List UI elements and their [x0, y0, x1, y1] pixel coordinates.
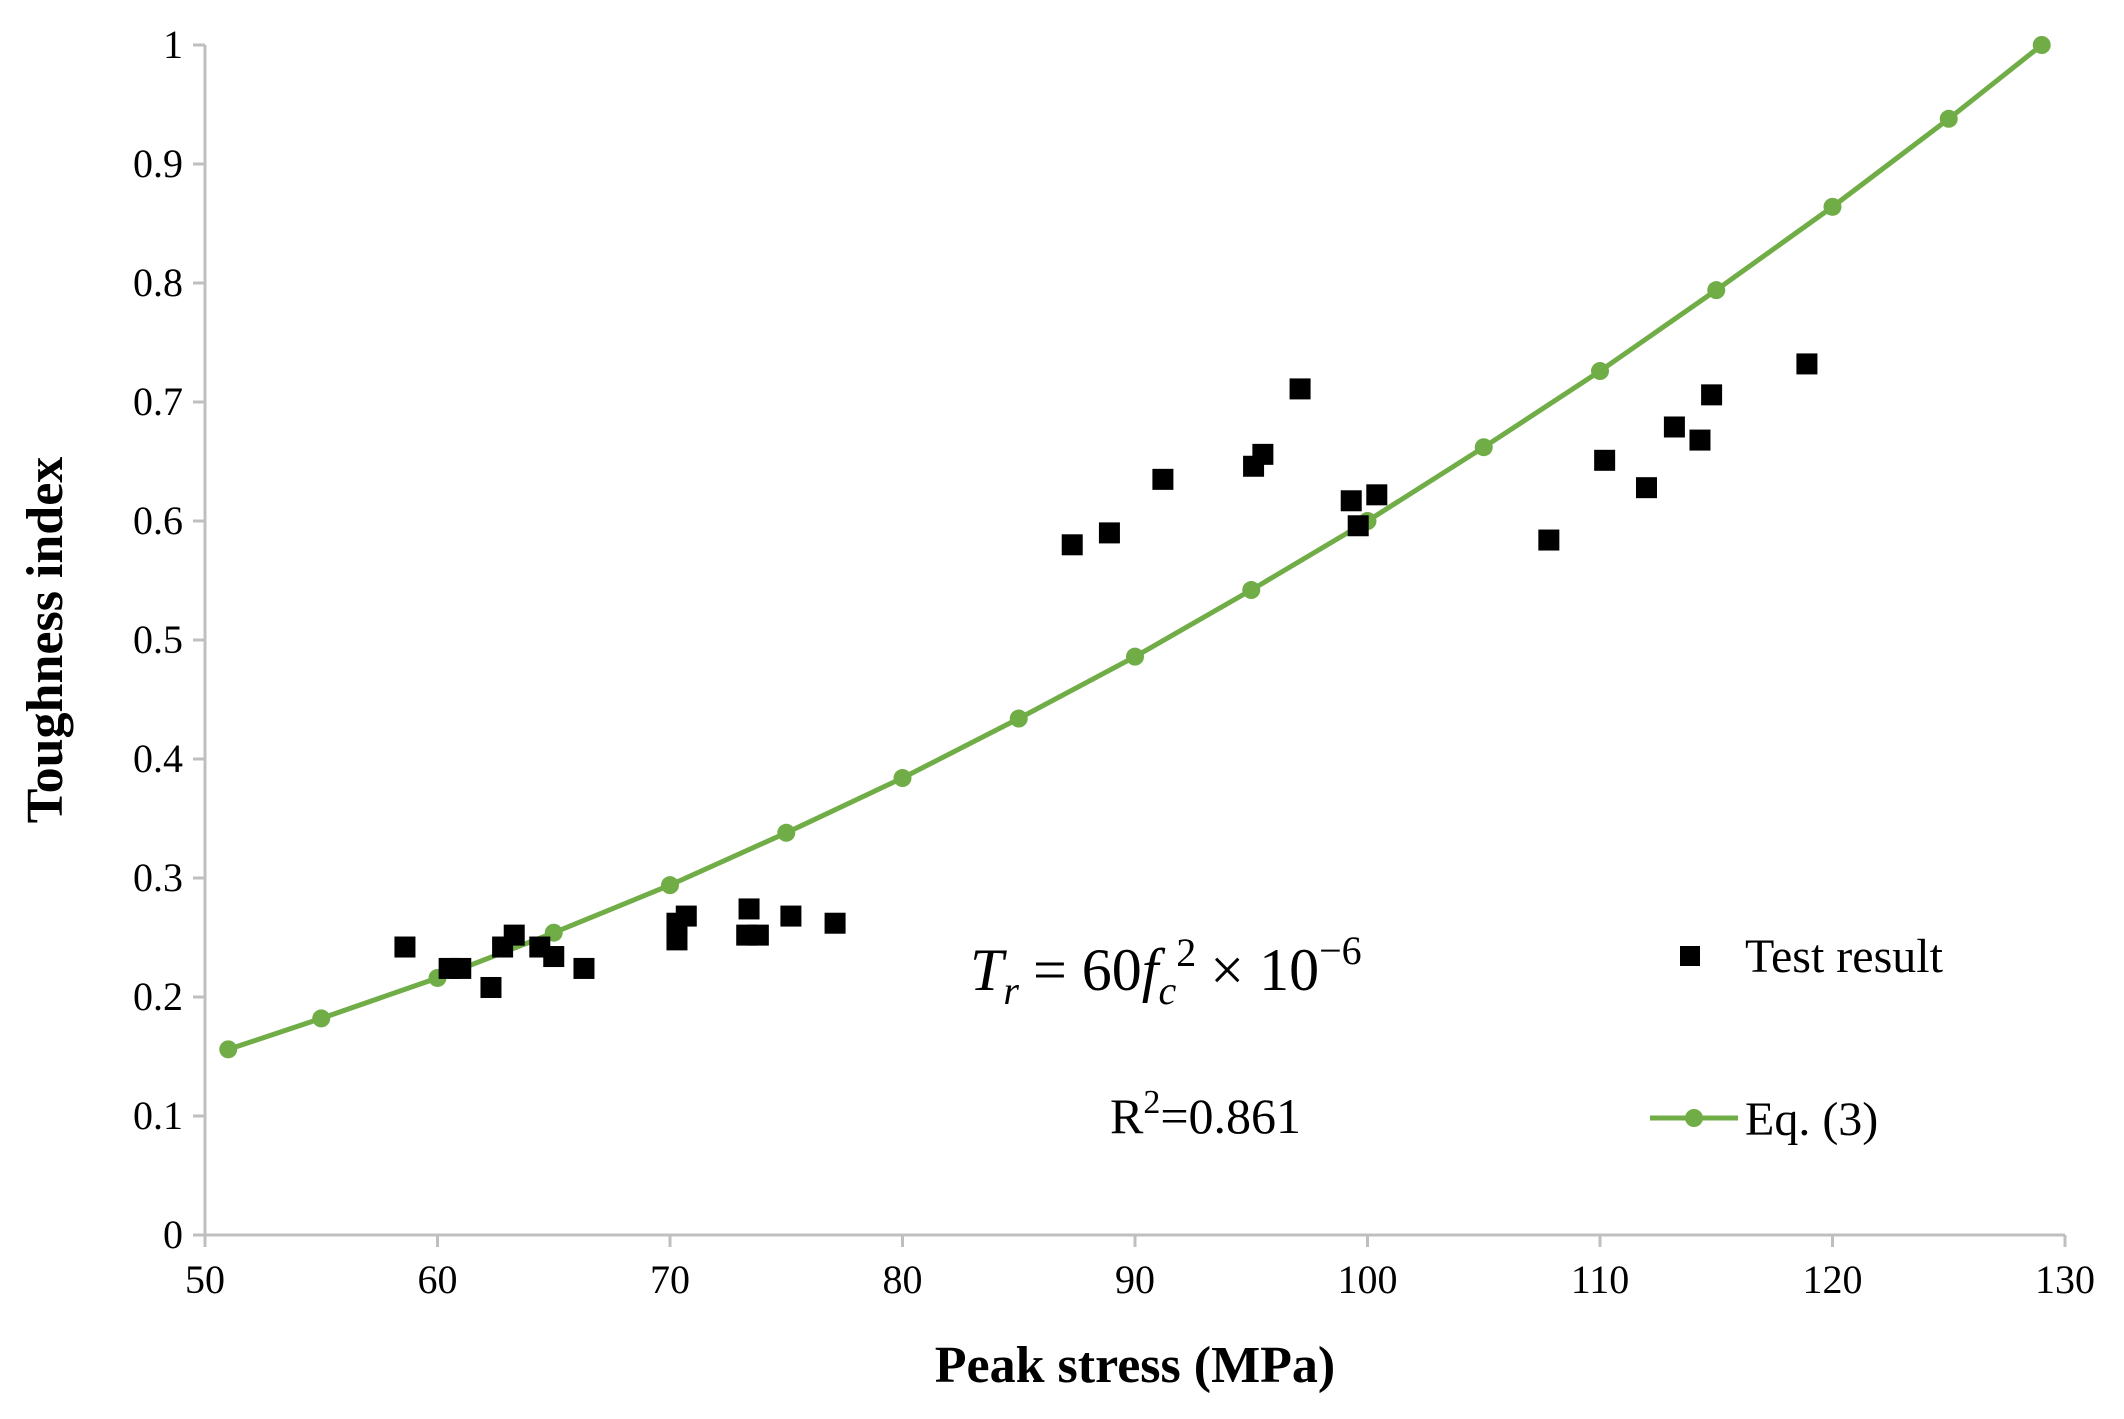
y-tick-label: 0.2: [133, 974, 183, 1019]
test-result-point: [394, 936, 416, 958]
x-tick-label: 50: [185, 1257, 225, 1302]
eq3-point: [219, 1040, 238, 1059]
test-result-point: [780, 905, 802, 927]
test-result-point: [1796, 353, 1818, 375]
test-result-point: [450, 957, 472, 979]
test-result-point: [1689, 429, 1711, 451]
y-axis-ticks: 0 0.1 0.2 0.3 0.4 0.5 0.6 0.7 0.8 0.9 1: [133, 22, 205, 1257]
eq3-point: [1242, 581, 1261, 600]
r-squared-annotation: R2=0.861: [1110, 1084, 1301, 1144]
y-tick-label: 0.7: [133, 379, 183, 424]
x-tick-label: 120: [1803, 1257, 1863, 1302]
test-result-point: [1636, 477, 1657, 499]
test-result-point: [1594, 449, 1616, 471]
plot-area: 0 0.1 0.2 0.3 0.4 0.5 0.6 0.7 0.8 0.9 1 50 60 70 80 90…: [133, 22, 2095, 1302]
eq3-point: [893, 769, 912, 788]
test-result-point: [675, 905, 697, 927]
eq3-point: [312, 1009, 331, 1028]
eq3-point: [661, 876, 679, 895]
x-tick-label: 90: [1115, 1257, 1155, 1302]
y-tick-label: 0.6: [133, 498, 183, 543]
y-tick-label: 0.4: [133, 736, 183, 781]
test-result-series: [394, 353, 1818, 998]
legend-circle-marker: [1685, 1109, 1703, 1127]
test-result-point: [1252, 443, 1274, 465]
x-tick-label: 60: [418, 1257, 458, 1302]
y-tick-label: 0: [163, 1212, 183, 1257]
x-tick-label: 100: [1338, 1257, 1398, 1302]
test-result-point: [1701, 384, 1723, 406]
equation-annotation: Tr = 60fc2 × 10−6: [970, 928, 1362, 1013]
test-result-point: [1061, 534, 1083, 556]
y-axis-title: Toughness index: [17, 457, 74, 824]
test-result-point: [1663, 416, 1685, 438]
y-tick-label: 1: [163, 22, 183, 67]
x-tick-label: 80: [883, 1257, 923, 1302]
test-result-point: [480, 976, 502, 998]
eq3-point: [1939, 109, 1958, 128]
svg-text:Tr= 60fc2× 10−6: Tr = 60fc2 × 10−6: [970, 928, 1362, 1013]
x-tick-label: 70: [650, 1257, 690, 1302]
y-tick-label: 0.9: [133, 141, 183, 186]
eq3-line: [227, 43, 2044, 1052]
legend-item-test-result: Test result: [1680, 930, 1944, 983]
test-result-point: [738, 898, 760, 920]
test-result-point: [747, 924, 769, 946]
x-axis-ticks: 50 60 70 80 90 100 110 120 130: [185, 1235, 2095, 1302]
x-tick-label: 130: [2035, 1257, 2095, 1302]
eq3-point: [777, 823, 796, 842]
eq3-series: [219, 36, 2051, 1059]
test-result-point: [1366, 484, 1388, 506]
eq3-point: [1707, 281, 1726, 300]
legend-label-test-result: Test result: [1745, 930, 1944, 983]
y-tick-label: 0.1: [133, 1093, 183, 1138]
test-result-point: [1289, 378, 1311, 400]
legend-label-eq3: Eq. (3): [1745, 1093, 1878, 1146]
svg-text:R2=0.861: R2=0.861: [1110, 1084, 1301, 1144]
test-result-point: [1098, 522, 1120, 544]
test-result-point: [503, 924, 525, 946]
y-tick-label: 0.3: [133, 855, 183, 900]
x-tick-label: 110: [1571, 1257, 1630, 1302]
test-result-point: [543, 946, 565, 968]
test-result-point: [1152, 468, 1174, 490]
eq3-point: [1126, 647, 1144, 666]
legend-item-eq3: Eq. (3): [1650, 1093, 1878, 1146]
test-result-point: [666, 929, 688, 951]
y-tick-label: 0.5: [133, 617, 183, 662]
eq3-point: [1591, 362, 1609, 381]
eq3-point: [1009, 709, 1028, 728]
legend-square-marker: [1680, 946, 1700, 966]
test-result-point: [573, 957, 595, 979]
eq3-point: [1823, 197, 1842, 216]
test-result-point: [1347, 515, 1369, 537]
test-result-point: [1340, 490, 1362, 512]
y-tick-label: 0.8: [133, 260, 183, 305]
legend: Test result Eq. (3): [1650, 930, 1944, 1146]
x-axis-title: Peak stress (MPa): [935, 1337, 1336, 1394]
eq3-point: [1474, 438, 1493, 457]
test-result-point: [1538, 529, 1560, 551]
eq3-point: [2032, 36, 2051, 54]
test-result-point: [824, 912, 846, 934]
